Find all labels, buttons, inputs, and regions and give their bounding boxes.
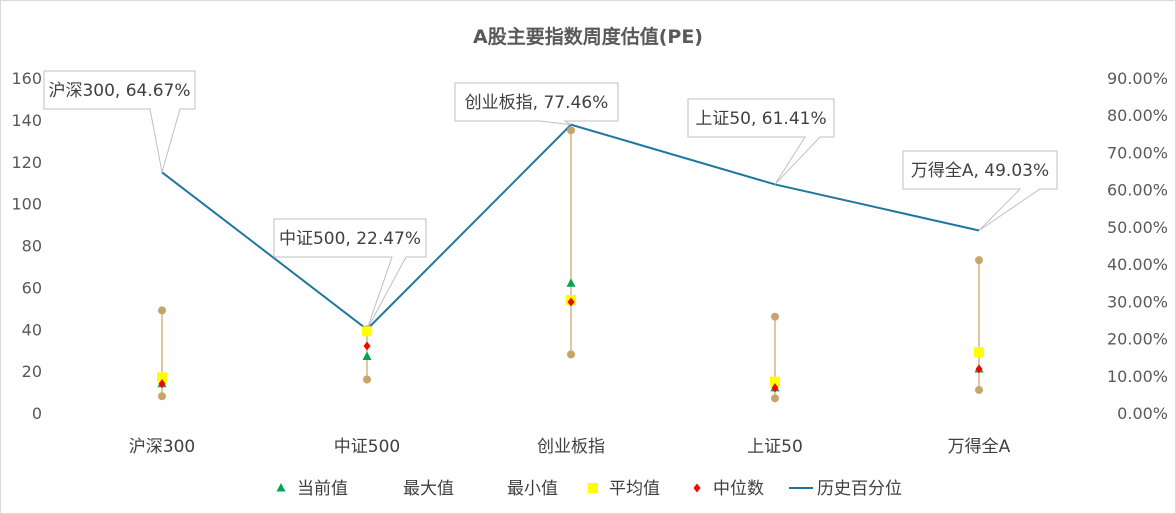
y2-tick-label: 40.00%: [1107, 255, 1168, 274]
max-point: [158, 306, 166, 315]
y2-tick-label: 30.00%: [1107, 292, 1168, 311]
avg-point: [770, 376, 780, 387]
callout-box: [43, 70, 196, 173]
max-point: [771, 312, 779, 321]
min-point: [975, 385, 983, 394]
avg-point: [157, 372, 167, 383]
callout-box: [902, 150, 1058, 231]
median-point: [771, 383, 779, 393]
legend-label: 最小值: [507, 479, 558, 499]
legend-label: 当前值: [297, 479, 348, 499]
y-tick-label: 80: [22, 237, 42, 256]
median-point: [975, 364, 983, 374]
y2-tick-label: 0.00%: [1117, 404, 1168, 423]
y2-tick-label: 70.00%: [1107, 143, 1168, 162]
legend-marker-median: [693, 483, 701, 493]
y-tick-label: 20: [22, 362, 42, 381]
category-label: 中证500: [334, 437, 400, 457]
y2-tick-label: 10.00%: [1107, 367, 1168, 386]
y-tick-label: 60: [22, 278, 42, 297]
callout-label: 创业板指, 77.46%: [465, 93, 609, 113]
current-point: [362, 351, 372, 360]
y2-tick-label: 50.00%: [1107, 218, 1168, 237]
current-point: [566, 278, 576, 287]
median-point: [567, 297, 575, 307]
legend-marker-current: [276, 483, 286, 492]
median-point: [158, 379, 166, 389]
max-point: [975, 256, 983, 265]
y2-tick-label: 90.00%: [1107, 69, 1168, 88]
callout-label: 万得全A, 49.03%: [911, 161, 1049, 181]
callout-box: [273, 218, 427, 330]
y-tick-label: 160: [11, 69, 42, 88]
category-label: 沪深300: [129, 437, 195, 457]
y2-tick-label: 80.00%: [1107, 106, 1168, 125]
category-label: 创业板指: [537, 437, 605, 457]
y-tick-label: 40: [22, 320, 42, 339]
avg-point: [362, 326, 372, 337]
y2-tick-label: 20.00%: [1107, 330, 1168, 349]
legend-label: 中位数: [713, 479, 764, 499]
max-point: [567, 126, 575, 135]
y2-tick-label: 60.00%: [1107, 181, 1168, 200]
min-point: [771, 394, 779, 403]
y-tick-label: 0: [32, 404, 42, 423]
y-tick-label: 120: [11, 153, 42, 172]
callout-box: [687, 98, 835, 185]
category-label: 上证50: [747, 437, 803, 457]
min-point: [363, 375, 371, 384]
legend-label: 历史百分位: [817, 479, 902, 499]
avg-point: [974, 347, 984, 358]
legend-label: 最大值: [403, 479, 454, 499]
callout-label: 上证50, 61.41%: [695, 109, 826, 129]
chart-title: A股主要指数周度估值(PE): [473, 25, 703, 48]
y-tick-label: 100: [11, 195, 42, 214]
min-point: [567, 350, 575, 359]
category-label: 万得全A: [948, 437, 1011, 457]
legend-label: 平均值: [609, 479, 660, 499]
median-point: [363, 341, 371, 351]
legend-marker-average: [588, 483, 598, 493]
y-tick-label: 140: [11, 111, 42, 130]
callout-label: 中证500, 22.47%: [279, 229, 421, 249]
callout-box: [454, 82, 619, 126]
min-point: [158, 392, 166, 401]
callout-label: 沪深300, 64.67%: [48, 81, 190, 101]
